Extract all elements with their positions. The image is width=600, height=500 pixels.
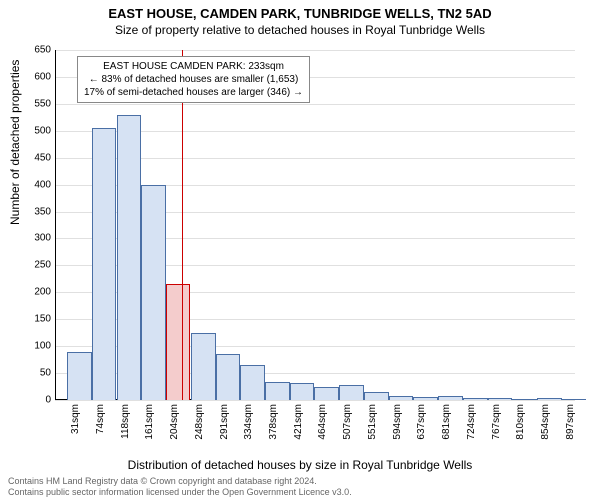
chart-area: 0501001502002503003504004505005506006503… (55, 50, 575, 400)
x-tick-label: 118sqm (120, 404, 131, 439)
footer-line: Contains public sector information licen… (8, 487, 352, 498)
chart-subtitle: Size of property relative to detached ho… (0, 21, 600, 37)
callout-line: ← 83% of detached houses are smaller (1,… (84, 73, 303, 86)
x-tick-label: 681sqm (441, 404, 452, 440)
histogram-bar (290, 383, 315, 400)
histogram-bar (314, 387, 339, 400)
y-tick-label: 150 (34, 314, 51, 325)
y-tick-label: 400 (34, 179, 51, 190)
footer-line: Contains HM Land Registry data © Crown c… (8, 476, 352, 487)
chart-title: EAST HOUSE, CAMDEN PARK, TUNBRIDGE WELLS… (0, 0, 600, 21)
x-tick-label: 897sqm (565, 404, 576, 440)
y-tick-label: 100 (34, 341, 51, 352)
y-tick-label: 450 (34, 152, 51, 163)
histogram-bar (339, 385, 364, 400)
histogram-bar (240, 365, 265, 400)
y-tick-label: 550 (34, 98, 51, 109)
histogram-bar (512, 399, 537, 400)
x-tick-label: 291sqm (219, 404, 230, 440)
y-tick-label: 650 (34, 45, 51, 56)
histogram-bar (92, 128, 117, 400)
x-tick-label: 31sqm (70, 404, 81, 434)
y-tick-label: 600 (34, 71, 51, 82)
x-tick-label: 421sqm (293, 404, 304, 440)
x-tick-label: 767sqm (491, 404, 502, 440)
y-axis-label: Number of detached properties (8, 60, 22, 225)
histogram-bar (117, 115, 142, 400)
histogram-bar (265, 382, 290, 400)
x-axis-label: Distribution of detached houses by size … (0, 458, 600, 472)
y-tick-label: 300 (34, 233, 51, 244)
callout-box: EAST HOUSE CAMDEN PARK: 233sqm← 83% of d… (77, 56, 310, 103)
x-tick-label: 551sqm (367, 404, 378, 440)
histogram-bar (537, 398, 562, 400)
callout-line: 17% of semi-detached houses are larger (… (84, 86, 303, 99)
x-tick-label: 854sqm (540, 404, 551, 440)
y-tick-label: 350 (34, 206, 51, 217)
x-tick-label: 637sqm (416, 404, 427, 440)
gridline (55, 50, 575, 51)
attribution-footer: Contains HM Land Registry data © Crown c… (8, 476, 352, 498)
histogram-bar (191, 333, 216, 400)
histogram-bar (166, 284, 191, 400)
histogram-bar (488, 398, 513, 400)
x-tick-label: 507sqm (342, 404, 353, 440)
x-tick-label: 204sqm (169, 404, 180, 440)
y-axis-line (55, 50, 56, 400)
histogram-bar (141, 185, 166, 400)
histogram-bar (389, 396, 414, 400)
y-tick-label: 0 (45, 395, 51, 406)
x-tick-label: 810sqm (515, 404, 526, 440)
histogram-bar (364, 392, 389, 400)
y-tick-label: 50 (40, 368, 51, 379)
gridline (55, 400, 575, 401)
x-tick-label: 248sqm (194, 404, 205, 440)
x-tick-label: 161sqm (144, 404, 155, 440)
y-tick-label: 500 (34, 125, 51, 136)
x-tick-label: 724sqm (466, 404, 477, 440)
x-tick-label: 334sqm (243, 404, 254, 440)
y-tick-label: 200 (34, 287, 51, 298)
histogram-bar (438, 396, 463, 400)
y-tick-label: 250 (34, 260, 51, 271)
histogram-bar (216, 354, 241, 400)
gridline (55, 104, 575, 105)
histogram-bar (413, 397, 438, 400)
x-tick-label: 74sqm (95, 404, 106, 434)
histogram-bar (463, 398, 488, 400)
histogram-bar (67, 352, 92, 400)
x-tick-label: 594sqm (392, 404, 403, 440)
x-tick-label: 378sqm (268, 404, 279, 440)
callout-line: EAST HOUSE CAMDEN PARK: 233sqm (84, 60, 303, 73)
x-tick-label: 464sqm (317, 404, 328, 440)
histogram-bar (562, 399, 587, 400)
